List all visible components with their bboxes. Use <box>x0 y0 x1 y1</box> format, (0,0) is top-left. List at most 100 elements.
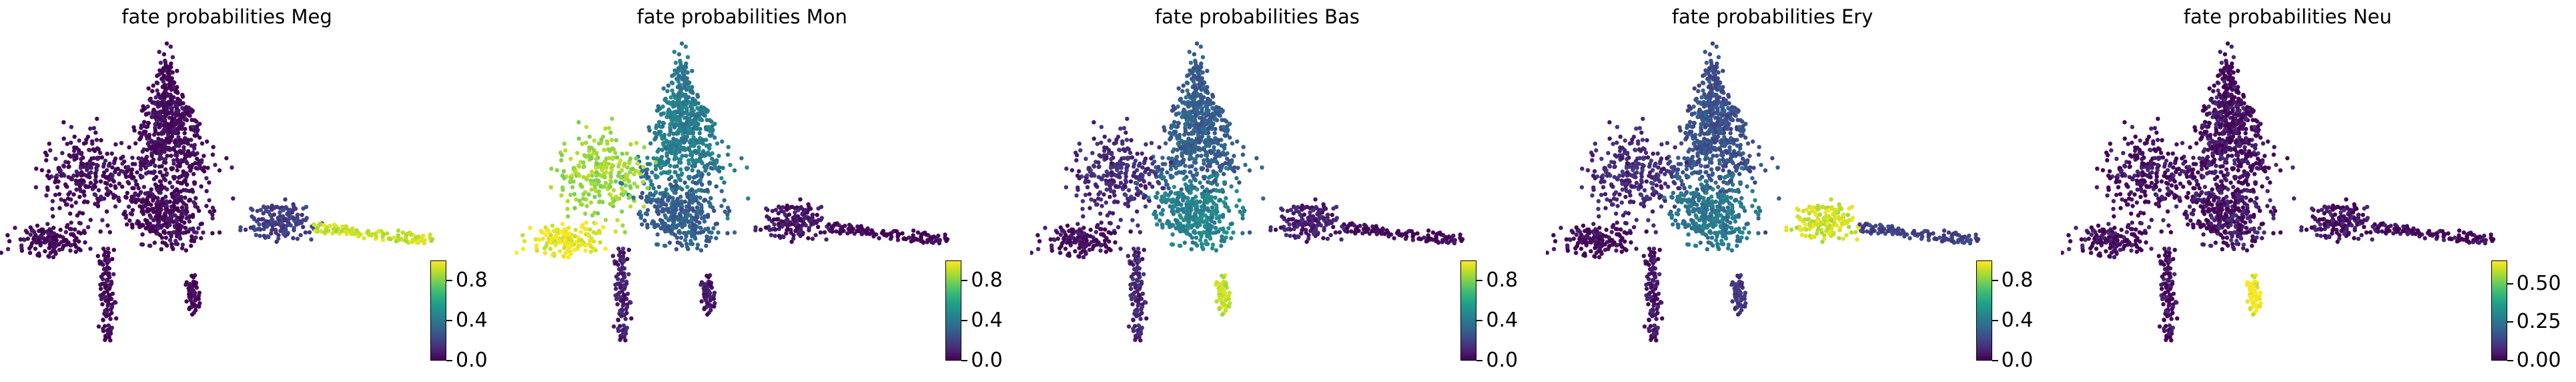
cell-point <box>695 242 701 247</box>
cell-point <box>1164 141 1168 146</box>
cell-point <box>1204 218 1209 222</box>
cell-point <box>192 142 197 148</box>
cell-point <box>603 218 608 222</box>
cell-point <box>1114 173 1119 178</box>
cell-point <box>583 211 588 216</box>
cell-point <box>707 146 712 151</box>
cell-point <box>678 58 683 63</box>
cell-point <box>175 168 179 173</box>
cell-point <box>619 314 624 319</box>
cell-point <box>107 230 112 234</box>
cell-point <box>71 232 75 236</box>
cell-point <box>195 205 200 210</box>
cell-point <box>1228 135 1232 140</box>
cell-point <box>791 236 796 241</box>
cell-point <box>207 180 211 185</box>
cell-point <box>1124 171 1128 176</box>
cell-point <box>807 204 811 209</box>
cell-point <box>262 234 267 238</box>
cell-point <box>684 154 689 158</box>
cell-point <box>877 236 881 240</box>
cell-point <box>110 173 115 178</box>
cell-point <box>1114 137 1119 142</box>
cell-point <box>63 230 69 234</box>
cell-point <box>0 250 3 255</box>
cell-point <box>1198 180 1203 185</box>
cell-point <box>145 120 151 126</box>
cell-point <box>1203 140 1208 144</box>
cell-point <box>91 148 96 152</box>
cell-point <box>1089 197 1094 202</box>
cell-point <box>105 152 109 156</box>
cell-point <box>25 236 30 241</box>
cell-point <box>1185 88 1190 93</box>
cell-point <box>675 240 681 245</box>
cell-point <box>620 181 624 186</box>
cell-point <box>1207 163 1212 168</box>
cell-point <box>726 145 731 150</box>
cell-point <box>622 161 627 166</box>
cell-point <box>76 148 81 152</box>
cell-point <box>1122 156 1127 160</box>
cell-point <box>568 192 573 197</box>
cell-point <box>800 212 805 216</box>
cell-point <box>1166 193 1172 198</box>
cell-point <box>272 221 277 226</box>
cell-point <box>159 100 164 105</box>
cell-point <box>22 238 27 242</box>
cell-point <box>1183 122 1188 127</box>
cell-point <box>540 230 544 235</box>
cell-point <box>173 241 178 246</box>
cell-point <box>177 121 183 126</box>
cell-point <box>1140 151 1145 156</box>
cell-point <box>1216 138 1222 142</box>
cell-point <box>105 331 110 337</box>
cell-point <box>1088 206 1093 210</box>
cell-point <box>18 237 23 242</box>
cell-point <box>145 141 150 146</box>
cell-point <box>170 55 175 59</box>
cell-point <box>183 152 187 157</box>
cell-point <box>1170 232 1176 237</box>
cell-point <box>706 125 711 130</box>
cell-point <box>1194 146 1199 150</box>
cell-point <box>125 222 129 227</box>
cell-point <box>546 237 551 242</box>
cell-point <box>189 234 194 239</box>
cell-point <box>674 187 679 192</box>
cell-point <box>1199 166 1204 171</box>
cell-point <box>189 243 193 248</box>
cell-point <box>1172 120 1177 124</box>
cell-point <box>1212 179 1217 184</box>
cell-point <box>119 141 124 146</box>
cell-point <box>1235 139 1240 144</box>
colorbar-tick-label: 0.0 <box>456 349 488 372</box>
cell-point <box>166 100 171 105</box>
cell-point <box>88 163 93 168</box>
cell-point <box>1219 165 1224 170</box>
cell-point <box>1194 157 1198 162</box>
cell-point <box>152 240 157 245</box>
cell-point <box>109 151 114 156</box>
cell-point <box>787 212 792 217</box>
cell-point <box>201 230 205 235</box>
cell-point <box>693 181 699 186</box>
cell-point <box>1214 208 1220 213</box>
cell-point <box>714 236 719 240</box>
cell-point <box>249 206 254 211</box>
cell-point <box>689 241 693 246</box>
cell-point <box>69 177 74 182</box>
cell-point <box>276 236 281 241</box>
cell-point <box>1203 213 1208 218</box>
cell-point <box>165 187 169 192</box>
cell-point <box>126 164 131 170</box>
cell-point <box>262 226 266 232</box>
cell-point <box>46 169 51 174</box>
cell-point <box>620 257 626 262</box>
cell-point <box>1146 166 1151 171</box>
cell-point <box>692 198 697 203</box>
cell-point <box>1118 218 1124 222</box>
cell-point <box>679 194 683 199</box>
cell-point <box>773 234 777 238</box>
cell-point <box>589 236 594 240</box>
